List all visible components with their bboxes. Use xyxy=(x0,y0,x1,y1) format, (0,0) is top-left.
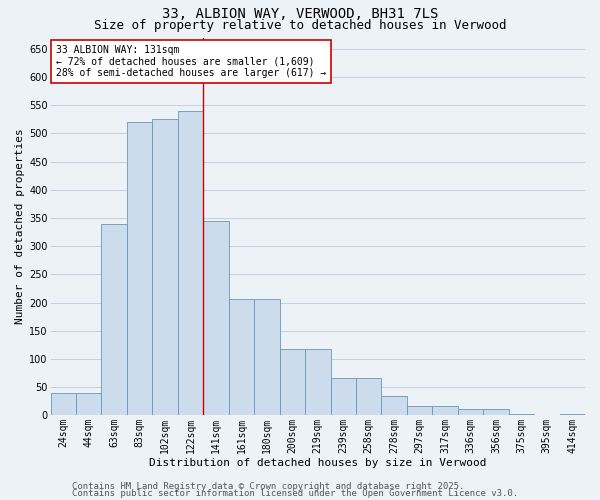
Text: Contains public sector information licensed under the Open Government Licence v3: Contains public sector information licen… xyxy=(72,489,518,498)
Bar xyxy=(76,393,101,415)
Bar xyxy=(152,120,178,416)
Bar xyxy=(305,349,331,416)
Text: 33, ALBION WAY, VERWOOD, BH31 7LS: 33, ALBION WAY, VERWOOD, BH31 7LS xyxy=(162,8,438,22)
Bar xyxy=(483,409,509,416)
Bar xyxy=(254,298,280,416)
Bar xyxy=(50,393,76,415)
Bar xyxy=(509,414,534,416)
Bar xyxy=(407,406,433,415)
Bar xyxy=(560,414,585,416)
X-axis label: Distribution of detached houses by size in Verwood: Distribution of detached houses by size … xyxy=(149,458,487,468)
Bar xyxy=(280,349,305,416)
Bar xyxy=(127,122,152,416)
Bar xyxy=(101,224,127,416)
Bar xyxy=(331,378,356,416)
Bar xyxy=(229,298,254,416)
Bar xyxy=(433,406,458,415)
Bar xyxy=(203,221,229,416)
Bar xyxy=(356,378,382,416)
Text: 33 ALBION WAY: 131sqm
← 72% of detached houses are smaller (1,609)
28% of semi-d: 33 ALBION WAY: 131sqm ← 72% of detached … xyxy=(56,45,326,78)
Y-axis label: Number of detached properties: Number of detached properties xyxy=(15,128,25,324)
Bar xyxy=(178,111,203,416)
Text: Size of property relative to detached houses in Verwood: Size of property relative to detached ho… xyxy=(94,18,506,32)
Bar xyxy=(458,409,483,416)
Text: Contains HM Land Registry data © Crown copyright and database right 2025.: Contains HM Land Registry data © Crown c… xyxy=(72,482,464,491)
Bar xyxy=(382,396,407,415)
